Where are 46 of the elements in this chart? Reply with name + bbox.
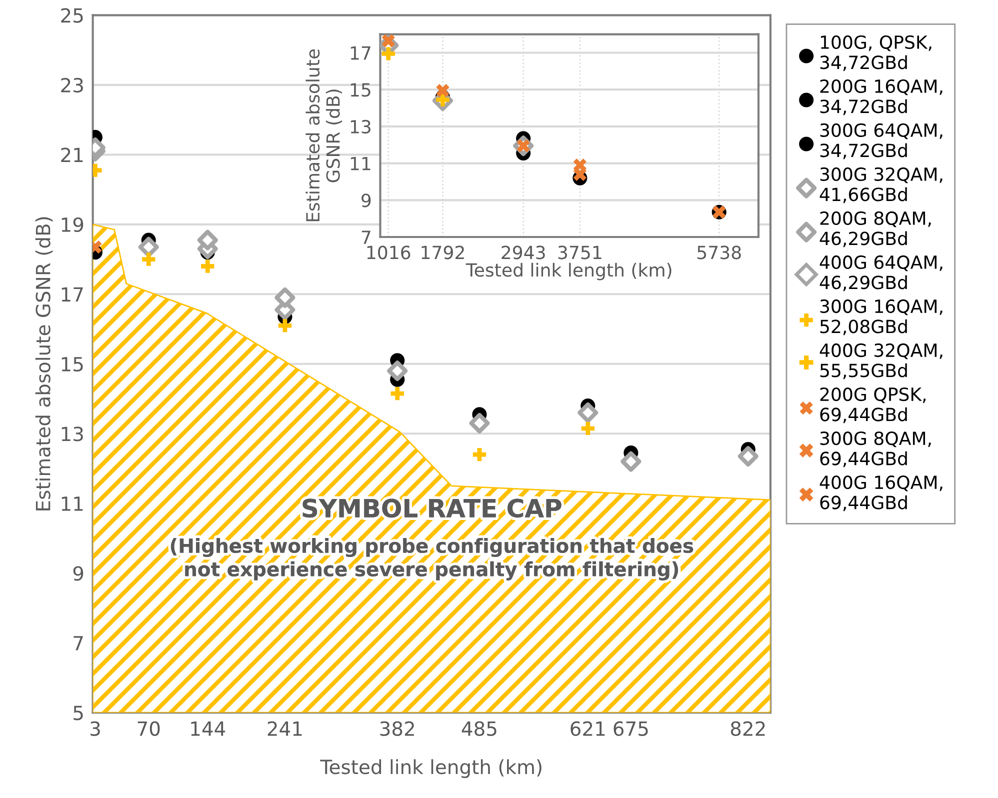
x-tick-label: 1792	[422, 246, 464, 260]
x-tick-label: 1016	[367, 246, 410, 260]
x-tick-label: 2943	[502, 246, 545, 260]
x-tick-label: 675	[614, 721, 648, 736]
y-tick-label: 5	[74, 706, 83, 720]
legend-label: 300G 64QAM, 34,72GBd	[820, 123, 942, 160]
legend-label: 300G 32QAM, 41,66GBd	[820, 167, 942, 204]
y-tick-label: 13	[350, 120, 370, 134]
y-tick-label: 11	[350, 156, 370, 170]
y-axis-title: Estimated absolute GSNR (dB)	[35, 217, 53, 510]
y-tick-label: 17	[350, 46, 370, 60]
y-tick-label: 21	[61, 148, 83, 162]
x-axis-title: Tested link length (km)	[466, 262, 672, 280]
y-tick-label: 9	[362, 194, 371, 208]
x-tick-label: 3	[90, 721, 100, 736]
y-tick-label: 11	[62, 496, 83, 511]
y-tick-label: 7	[362, 230, 370, 244]
y-tick-label: 15	[62, 357, 83, 372]
y-tick-label: 25	[61, 8, 83, 23]
x-tick-label: 70	[138, 721, 160, 736]
x-tick-label: 241	[268, 721, 302, 736]
legend-label: 200G 8QAM, 46,29GBd	[820, 211, 931, 248]
y-tick-label: 15	[350, 83, 370, 97]
legend-label: 200G 16QAM, 34,72GBd	[820, 79, 942, 116]
legend-label: 100G, QPSK, 34,72GBd	[820, 35, 932, 72]
y-tick-label: 19	[62, 217, 84, 232]
legend-label: 400G 16QAM, 69,44GBd	[820, 475, 942, 512]
x-tick-label: 382	[380, 721, 414, 736]
y-tick-label: 7	[74, 636, 83, 650]
y-tick-label: 23	[61, 78, 83, 93]
legend-label: 300G 8QAM, 69,44GBd	[820, 431, 931, 468]
y-axis-title: Estimated absolute GSNR (dB)	[306, 49, 342, 222]
y-tick-label: 9	[73, 566, 84, 581]
legend-label: 400G 32QAM, 55,55GBd	[820, 343, 942, 380]
x-axis-title: Tested link length (km)	[320, 759, 542, 778]
x-tick-label: 5738	[698, 246, 741, 260]
y-tick-label: 17	[62, 287, 83, 302]
x-tick-label: 144	[191, 722, 226, 736]
x-tick-label: 485	[462, 721, 496, 736]
x-tick-label: 3751	[558, 246, 602, 260]
x-tick-label: 822	[730, 721, 765, 736]
y-tick-label: 13	[62, 426, 83, 442]
legend-label: 300G 16QAM, 52,08GBd	[820, 299, 942, 336]
x-tick-label: 621	[570, 721, 605, 736]
legend-label: 200G QPSK, 69,44GBd	[820, 387, 926, 424]
legend-label: 400G 64QAM, 46,29GBd	[820, 255, 942, 292]
